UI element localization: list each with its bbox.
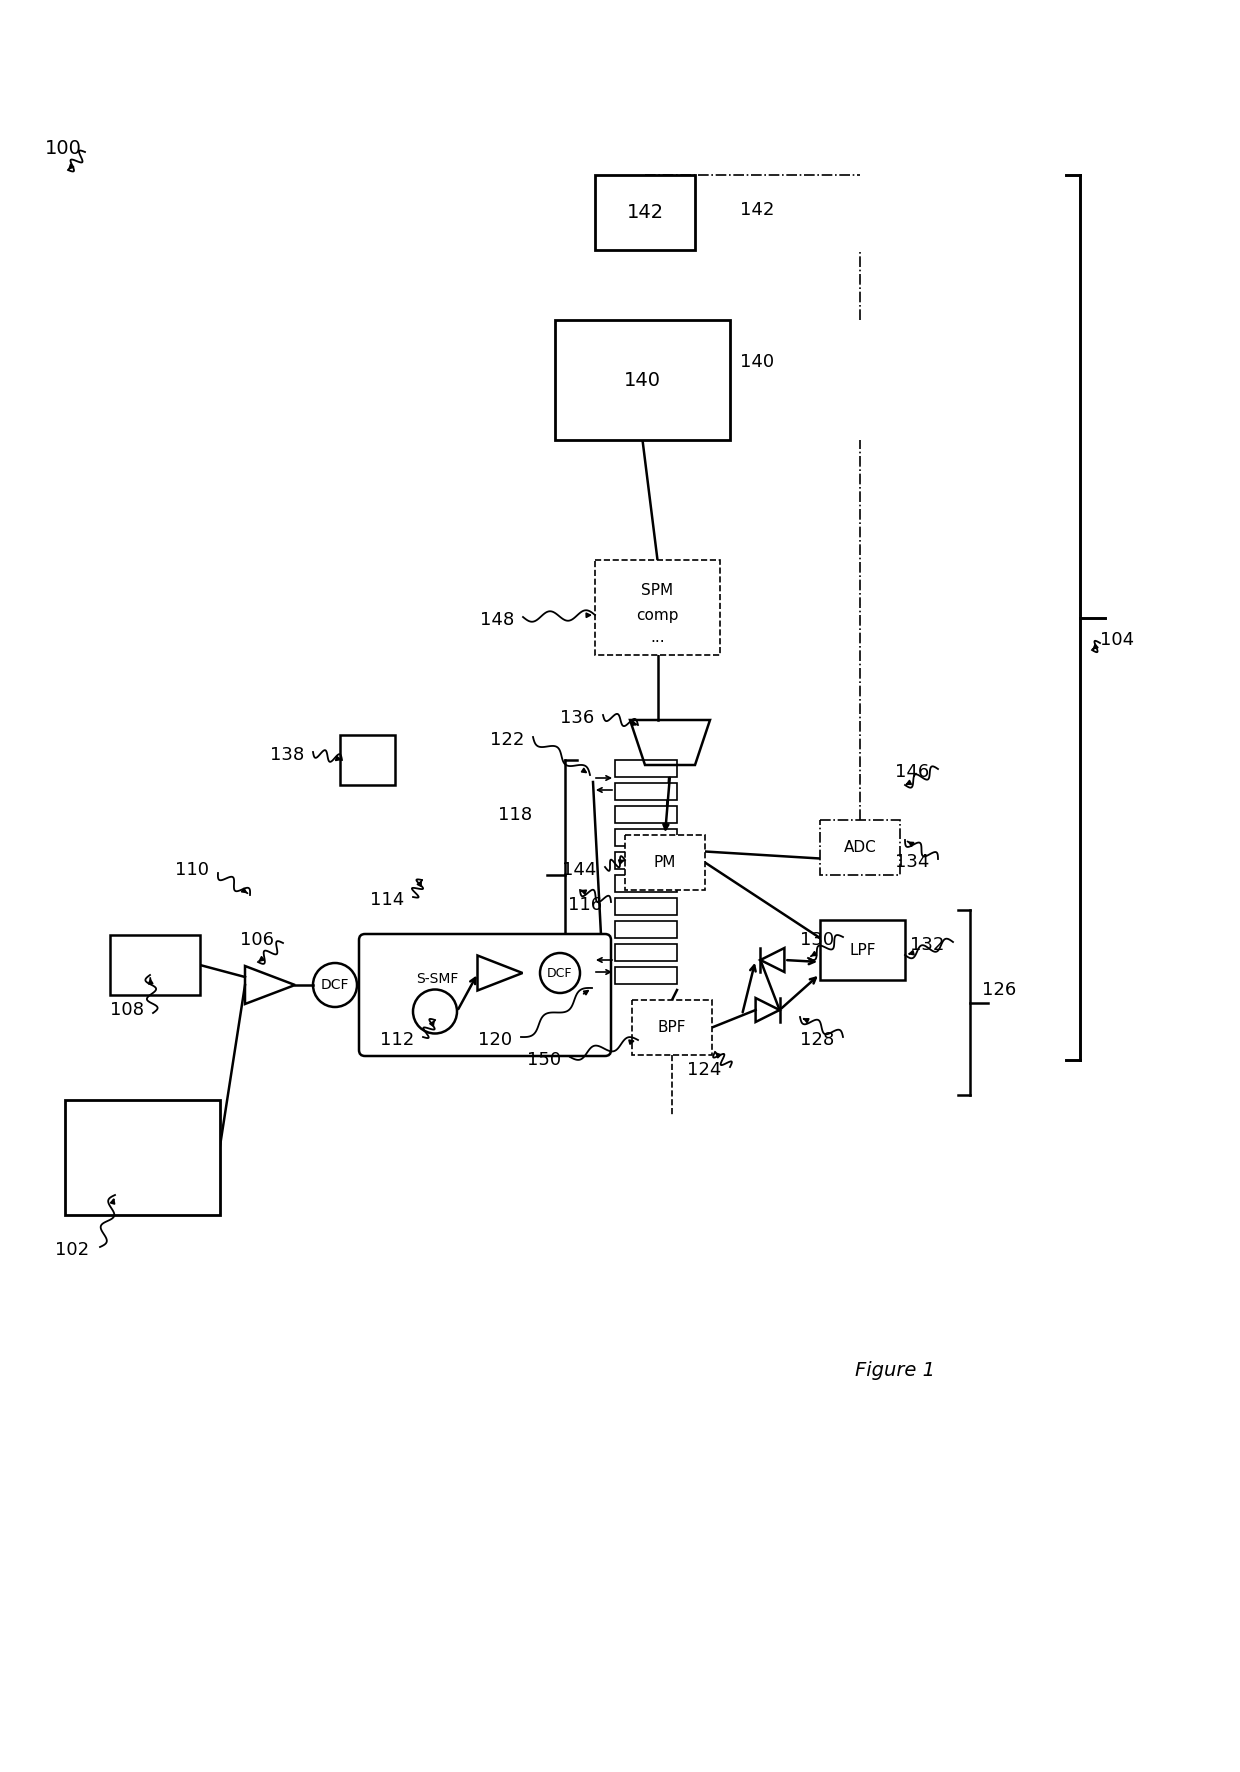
Text: 132: 132 <box>910 936 945 953</box>
Text: 136: 136 <box>560 709 594 727</box>
Bar <box>615 783 677 799</box>
Text: 130: 130 <box>800 930 835 950</box>
Bar <box>64 1100 219 1216</box>
Text: 150: 150 <box>527 1051 562 1069</box>
Bar <box>820 820 900 875</box>
Bar <box>615 921 677 937</box>
Text: DCF: DCF <box>547 966 573 980</box>
Text: 144: 144 <box>562 861 596 879</box>
Text: ADC: ADC <box>843 840 877 856</box>
Text: 140: 140 <box>740 353 774 370</box>
Bar <box>615 968 677 983</box>
Bar <box>632 999 712 1054</box>
Text: 100: 100 <box>45 138 82 158</box>
Text: SPM: SPM <box>641 583 673 597</box>
Bar <box>595 175 694 250</box>
Text: 134: 134 <box>895 852 929 872</box>
Text: BPF: BPF <box>657 1021 686 1035</box>
Bar <box>595 560 720 656</box>
FancyBboxPatch shape <box>360 934 611 1056</box>
Text: ...: ... <box>650 631 665 645</box>
Text: 140: 140 <box>624 370 661 390</box>
Text: 148: 148 <box>480 611 515 629</box>
Bar <box>340 735 396 785</box>
Text: 138: 138 <box>270 746 304 764</box>
Bar <box>556 321 730 439</box>
Text: 104: 104 <box>1100 631 1135 649</box>
Bar <box>820 920 905 980</box>
Text: 142: 142 <box>626 204 663 222</box>
Text: comp: comp <box>636 608 678 622</box>
Text: LPF: LPF <box>849 943 875 957</box>
Bar <box>615 875 677 891</box>
Text: 112: 112 <box>379 1031 414 1049</box>
Text: 116: 116 <box>568 897 603 914</box>
Text: 102: 102 <box>55 1240 89 1258</box>
Bar <box>615 944 677 960</box>
Bar <box>615 852 677 868</box>
Bar <box>110 936 200 996</box>
Text: 106: 106 <box>241 930 274 950</box>
Text: 124: 124 <box>687 1061 722 1079</box>
Text: 114: 114 <box>370 891 404 909</box>
Bar <box>615 760 677 776</box>
Text: 128: 128 <box>800 1031 835 1049</box>
Bar <box>615 898 677 914</box>
Text: 146: 146 <box>895 764 929 781</box>
Text: 126: 126 <box>982 982 1017 999</box>
Bar <box>615 829 677 845</box>
Text: PM: PM <box>653 856 676 870</box>
Text: 108: 108 <box>110 1001 144 1019</box>
Text: 142: 142 <box>740 200 774 220</box>
Text: 120: 120 <box>477 1031 512 1049</box>
Text: Figure 1: Figure 1 <box>856 1361 935 1379</box>
Text: 122: 122 <box>490 732 525 750</box>
Text: 118: 118 <box>498 806 532 824</box>
Bar <box>615 806 677 822</box>
Text: 110: 110 <box>175 861 210 879</box>
Text: DCF: DCF <box>321 978 350 992</box>
Bar <box>625 835 706 890</box>
Text: S-SMF: S-SMF <box>415 971 459 985</box>
